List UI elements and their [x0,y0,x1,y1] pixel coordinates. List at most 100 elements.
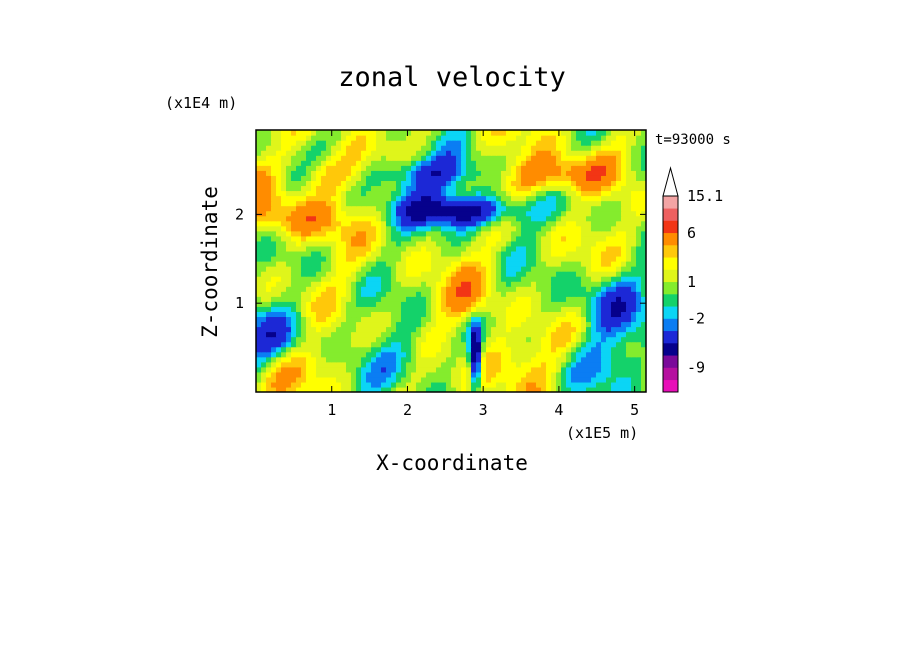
heatmap-cell [371,205,377,212]
heatmap-cell [311,145,317,151]
heatmap-cell [601,326,607,333]
heatmap-cell [621,386,627,392]
heatmap-cell [611,286,617,292]
heatmap-cell [641,175,646,181]
heatmap-cell [576,346,582,353]
heatmap-cell [431,210,437,217]
heatmap-cell [591,235,597,242]
heatmap-cell [546,316,552,323]
heatmap-cell [381,296,387,302]
heatmap-cell [541,240,547,247]
heatmap-cell [576,245,582,252]
heatmap-cell [441,326,447,333]
heatmap-cell [431,200,437,207]
heatmap-cell [631,371,637,378]
heatmap-cell [556,150,562,156]
heatmap-cell [306,255,312,262]
heatmap-cell [601,356,607,363]
heatmap-cell [511,276,517,282]
heatmap-cell [511,311,517,318]
heatmap-cell [616,255,622,262]
heatmap-cell [466,190,472,197]
heatmap-cell [631,230,637,237]
heatmap-cell [576,266,582,272]
heatmap-cell [636,381,642,388]
heatmap-cell [361,175,367,181]
heatmap-cell [556,180,562,187]
heatmap-cell [276,361,282,368]
heatmap-cell [401,381,407,388]
heatmap-cell [476,165,482,171]
heatmap-cell [426,185,432,192]
heatmap-cell [571,296,577,302]
heatmap-cell [551,331,557,338]
heatmap-cell [436,381,442,388]
heatmap-cell [371,220,377,227]
heatmap-cell [586,341,592,348]
heatmap-cell [496,291,502,297]
heatmap-cell [486,200,492,207]
heatmap-cell [331,351,337,358]
heatmap-cell [276,250,282,257]
heatmap-cell [526,195,532,202]
heatmap-cell [581,296,587,302]
heatmap-cell [291,230,297,237]
heatmap-cell [616,331,622,338]
heatmap-cell [481,145,487,151]
heatmap-cell [421,245,427,252]
heatmap-cell [381,135,387,141]
heatmap-cell [456,381,462,388]
heatmap-cell [496,190,502,197]
heatmap-cell [496,326,502,333]
heatmap-cell [621,306,627,312]
heatmap-cell [476,215,482,222]
heatmap-cell [536,175,542,181]
heatmap-cell [541,215,547,222]
heatmap-cell [426,266,432,272]
heatmap-cell [471,336,477,343]
heatmap-cell [531,326,537,333]
heatmap-cell [296,361,302,368]
heatmap-cell [606,331,612,338]
heatmap-cell [506,165,512,171]
heatmap-cell [596,235,602,242]
heatmap-cell [431,286,437,292]
heatmap-cell [591,346,597,353]
heatmap-cell [421,160,427,166]
heatmap-cell [556,356,562,363]
heatmap-cell [556,160,562,166]
heatmap-cell [546,225,552,232]
heatmap-cell [431,235,437,242]
heatmap-cell [286,235,292,242]
heatmap-cell [366,306,372,312]
heatmap-cell [431,386,437,392]
heatmap-cell [586,240,592,247]
heatmap-cell [451,160,457,166]
heatmap-cell [296,351,302,358]
heatmap-cell [611,165,617,171]
heatmap-cell [491,250,497,257]
heatmap-cell [316,301,322,307]
heatmap-cell [446,205,452,212]
heatmap-cell [301,306,307,312]
heatmap-cell [436,271,442,277]
heatmap-cell [596,356,602,363]
heatmap-cell [261,321,267,328]
heatmap-cell [406,215,412,222]
heatmap-cell [511,291,517,297]
heatmap-cell [426,321,432,328]
heatmap-cell [626,266,632,272]
heatmap-cell [281,271,287,277]
heatmap-cell [571,321,577,328]
heatmap-cell [451,321,457,328]
heatmap-cell [326,286,332,292]
heatmap-cell [486,225,492,232]
heatmap-cell [616,190,622,197]
heatmap-cell [411,331,417,338]
heatmap-cell [471,230,477,237]
heatmap-cell [461,361,467,368]
heatmap-cell [426,220,432,227]
heatmap-cell [426,371,432,378]
heatmap-cell [256,150,262,156]
heatmap-cell [376,311,382,318]
